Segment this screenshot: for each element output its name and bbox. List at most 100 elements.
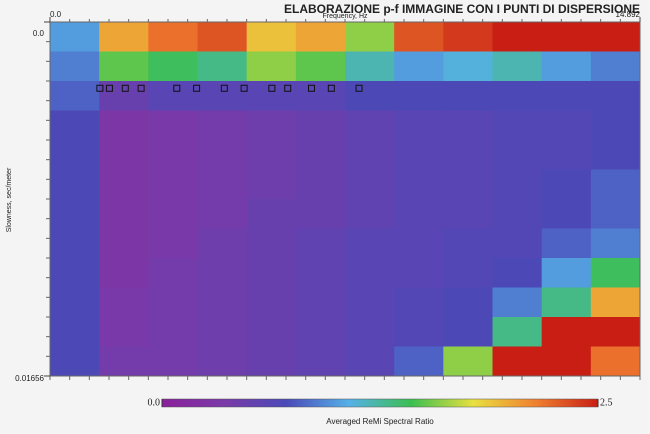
heatmap-cell [492,22,543,52]
heatmap-cell [99,287,149,318]
heatmap-cell [197,169,248,200]
heatmap-cell [541,140,592,170]
heatmap-cell [148,110,198,141]
heatmap-cell [295,287,346,318]
heatmap-cell [148,258,198,288]
heatmap-cell [443,258,493,288]
heatmap-cell [394,199,444,229]
dispersion-point [307,84,315,92]
heatmap-cell [345,169,395,200]
heatmap-cell [295,169,346,200]
heatmap-cell [443,287,493,318]
dispersion-point [173,84,181,92]
heatmap-cell [590,51,641,82]
dispersion-point [327,84,335,92]
heatmap-cell [148,228,198,259]
heatmap-cell [492,51,543,82]
heatmap-cell [541,169,592,200]
dispersion-point [137,84,145,92]
heatmap-cell [492,169,543,200]
heatmap-cell [99,81,149,111]
heatmap-cell [99,258,149,288]
heatmap-cell [148,169,198,200]
heatmap-cell [394,169,444,200]
heatmap-cell [394,228,444,259]
colorbar-tick-label: 2.5 [600,397,613,408]
heatmap-cell [590,346,641,377]
heatmap-cell [295,22,346,52]
heatmap-cell [246,169,297,200]
heatmap-cell [492,346,543,377]
heatmap-cell [590,22,641,52]
heatmap-cell [246,51,297,82]
heatmap-cell [590,110,641,141]
heatmap-cell [50,22,100,52]
heatmap-cell [590,169,641,200]
heatmap-cell [50,258,100,288]
heatmap-cell [345,81,395,111]
heatmap-cell [295,110,346,141]
heatmap-cell [246,140,297,170]
heatmap-cell [197,81,248,111]
heatmap-cell [492,110,543,141]
y-tick-label: 0.01656 [15,374,44,383]
x-tick-label: 14.892 [616,10,641,19]
heatmap-cell [50,110,100,141]
heatmap-cell [590,258,641,288]
heatmap-cell [541,22,592,52]
heatmap-cell [50,199,100,229]
heatmap-cell [394,346,444,377]
heatmap-cell [295,140,346,170]
colorbar [161,398,599,408]
heatmap-cell [246,287,297,318]
heatmap-cell [50,317,100,347]
x-axis-label: Frequency, Hz [323,13,368,20]
heatmap-cell [197,22,248,52]
heatmap-cell [492,228,543,259]
heatmap-cell [345,140,395,170]
heatmap-cell [590,287,641,318]
dispersion-point [355,84,363,92]
heatmap-cell [99,317,149,347]
dispersion-point [105,84,113,92]
heatmap-cell [99,22,149,52]
heatmap-cell [50,81,100,111]
dispersion-point [268,84,276,92]
colorbar-tick-label: 0.0 [148,397,161,408]
heatmap-cell [541,51,592,82]
heatmap-cell [345,22,395,52]
heatmap-cell [443,169,493,200]
heatmap-cell [246,81,297,111]
heatmap-cell [295,258,346,288]
heatmap-cell [492,258,543,288]
heatmap-cell [295,317,346,347]
heatmap-cell [541,228,592,259]
heatmap-cell [345,199,395,229]
heatmap-cell [345,317,395,347]
dispersion-point [220,84,228,92]
heatmap-cell [492,199,543,229]
heatmap-cell [148,22,198,52]
heatmap-cell [197,317,248,347]
heatmap-cell [148,51,198,82]
heatmap-cell [99,346,149,377]
heatmap-cell [443,110,493,141]
heatmap-cell [295,228,346,259]
dispersion-point [121,84,129,92]
heatmap-cell [50,169,100,200]
heatmap-cell [197,51,248,82]
heatmap-cell [590,81,641,111]
heatmap-cell [148,81,198,111]
dispersion-point [193,84,201,92]
heatmap-cell [492,317,543,347]
heatmap-cell [246,228,297,259]
heatmap-cell [443,140,493,170]
heatmap-cell [394,287,444,318]
heatmap-cell [541,287,592,318]
heatmap-cell [541,199,592,229]
heatmap-cell [50,346,100,377]
heatmap-cell [295,81,346,111]
colorbar-label: Averaged ReMi Spectral Ratio [326,417,434,426]
dispersion-point [240,84,248,92]
